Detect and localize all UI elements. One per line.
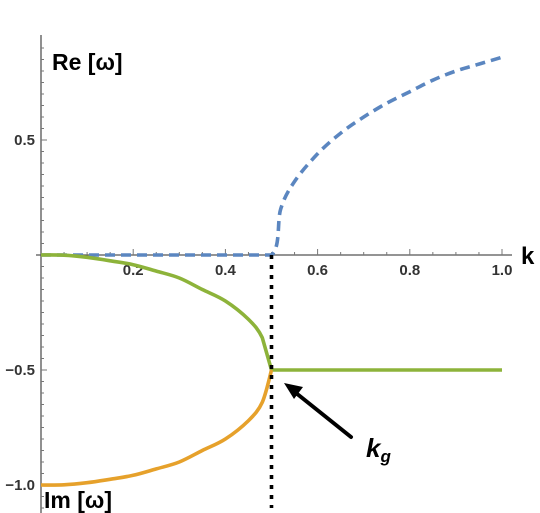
y-axis-title-real: Re [ω]	[52, 49, 123, 75]
y-tick-label: −0.5	[5, 362, 35, 379]
annotation-subscript: g	[379, 447, 391, 466]
x-axis-title: k	[521, 243, 535, 270]
annotation-text: k	[366, 433, 382, 463]
annotation-label: kg	[366, 433, 391, 466]
im-omega-upper-series	[40, 253, 502, 372]
x-tick-label: 0.6	[307, 262, 328, 279]
im-omega-lower-series	[40, 369, 274, 487]
axes: 0.2 0.4 0.6 0.8 1.00.5−0.5−1.0	[5, 35, 512, 513]
labels: Re [ω] Im [ω] k	[44, 49, 535, 513]
y-axis-title-imag: Im [ω]	[44, 487, 112, 513]
annotation: kg	[284, 383, 391, 466]
arrowhead	[284, 383, 303, 399]
annotation-arrow	[294, 391, 353, 439]
y-tick-label: 0.5	[14, 132, 35, 149]
series-layer	[40, 55, 503, 508]
x-tick-label: 0.8	[399, 262, 420, 279]
x-tick-label: 0.4	[215, 262, 237, 279]
re-omega-dashed-series	[41, 55, 503, 257]
y-tick-label: −1.0	[5, 477, 35, 494]
x-tick-label: 1.0	[492, 262, 513, 279]
